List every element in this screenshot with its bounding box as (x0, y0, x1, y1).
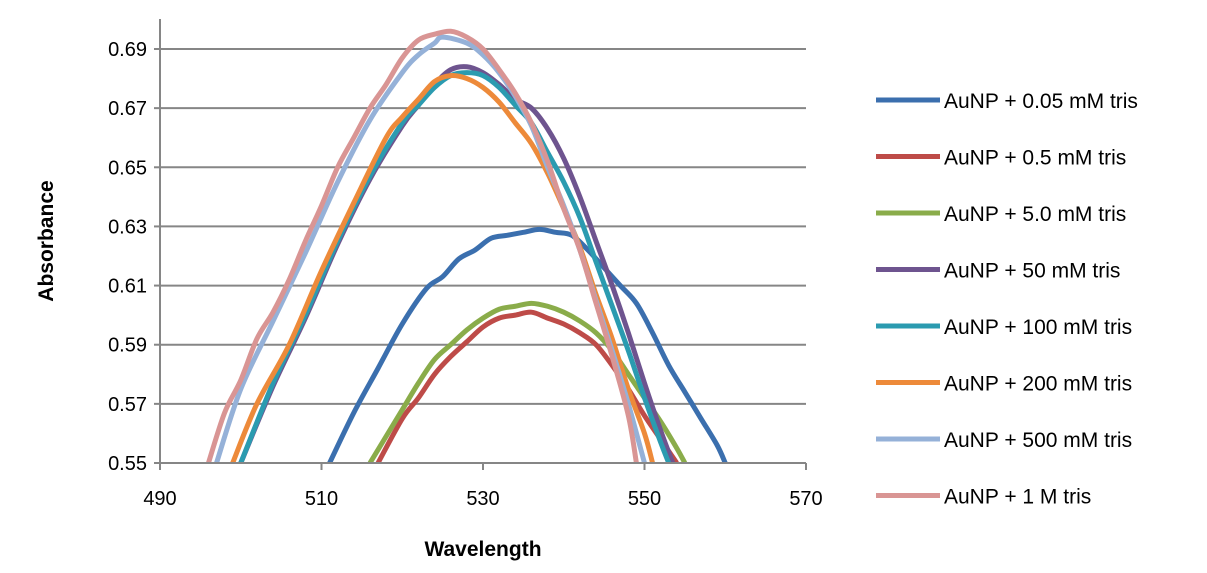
x-tick-label: 490 (143, 488, 176, 510)
legend-item: AuNP + 100 mM tris (876, 316, 1132, 339)
legend: AuNP + 0.05 mM tris AuNP + 0.5 mM tris AuN… (876, 90, 1138, 509)
legend-item: AuNP + 500 mM tris (876, 429, 1132, 452)
x-tick-label: 550 (628, 488, 661, 510)
legend-label: AuNP + 100 mM tris (944, 316, 1132, 339)
x-tick-label: 570 (789, 488, 822, 510)
y-tick-label: 0.65 (108, 157, 147, 179)
legend-item: AuNP + 0.5 mM tris (876, 147, 1126, 170)
legend-label: AuNP + 500 mM tris (944, 429, 1132, 452)
x-tick-label: 510 (305, 488, 338, 510)
legend-label: AuNP + 5.0 mM tris (944, 203, 1126, 226)
series-line-1 (327, 226, 728, 463)
y-tick-label: 0.69 (108, 39, 147, 61)
legend-label: AuNP + 0.05 mM tris (944, 90, 1138, 113)
legend-item: AuNP + 5.0 mM tris (876, 203, 1126, 226)
legend-item: AuNP + 1 M tris (876, 486, 1091, 509)
y-tick-label: 0.57 (108, 394, 147, 416)
legend-item: AuNP + 0.05 mM tris (876, 90, 1138, 113)
y-tick-label: 0.59 (108, 335, 147, 357)
legend-item: AuNP + 50 mM tris (876, 260, 1120, 283)
x-axis-label: Wavelength (424, 538, 541, 561)
x-tick-label: 530 (466, 488, 499, 510)
y-tick-label: 0.55 (108, 453, 147, 475)
legend-label: AuNP + 200 mM tris (944, 373, 1132, 396)
y-tick-label: 0.61 (108, 276, 147, 298)
y-tick-label: 0.63 (108, 216, 147, 238)
legend-label: AuNP + 50 mM tris (944, 260, 1120, 283)
gridlines (160, 48, 806, 405)
series-line-8 (206, 28, 639, 463)
legend-label: AuNP + 0.5 mM tris (944, 147, 1126, 170)
legend-item: AuNP + 200 mM tris (876, 373, 1132, 396)
legend-label: AuNP + 1 M tris (944, 486, 1091, 509)
y-axis-label: Absorbance (35, 180, 58, 301)
y-tick-label: 0.67 (108, 98, 147, 120)
axes (154, 19, 807, 470)
tick-labels: 0.55 0.57 0.59 0.61 0.63 0.65 0.67 0.69 490 510 53… (108, 39, 823, 510)
series-lines (206, 28, 728, 463)
